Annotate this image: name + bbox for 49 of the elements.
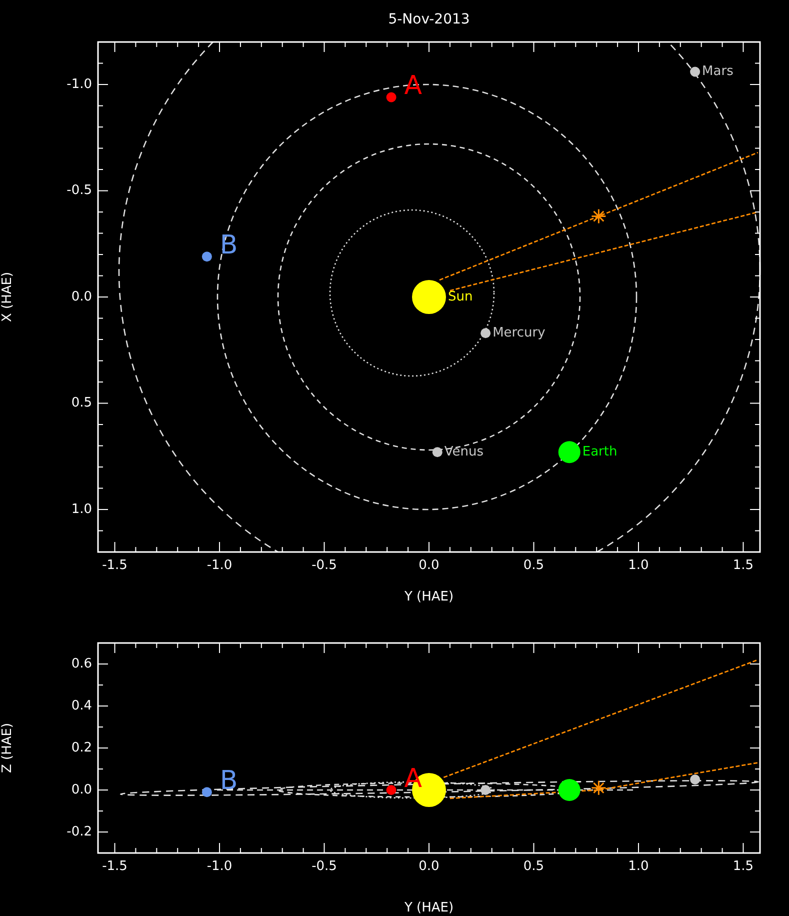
- series-label: B: [220, 230, 238, 260]
- point: [690, 774, 700, 784]
- x-tick-label: -1.0: [206, 558, 232, 574]
- series-label: Sun: [448, 289, 473, 304]
- series-label: Earth: [582, 444, 618, 460]
- point: [590, 208, 606, 224]
- y-tick-label: -0.2: [66, 824, 92, 840]
- point: [558, 441, 580, 464]
- x-tick-label: -0.5: [312, 558, 337, 574]
- chart-title: 5-Nov-2013: [388, 12, 470, 28]
- x-tick-label: 1.0: [628, 859, 649, 874]
- point: [202, 787, 212, 798]
- x-axis-title: Y (HAE): [403, 900, 454, 916]
- y-tick-label: 0.2: [71, 740, 92, 756]
- point: [690, 66, 700, 77]
- point: [386, 92, 396, 102]
- series-label: B: [220, 766, 238, 796]
- x-tick-label: 0.0: [418, 558, 440, 574]
- x-tick-label: 1.0: [628, 558, 649, 574]
- x-tick-label: -1.5: [102, 558, 128, 574]
- y-axis-title: X (HAE): [0, 272, 16, 322]
- y-tick-label: 0.0: [71, 782, 92, 798]
- series-label: Venus: [444, 444, 484, 460]
- x-tick-label: -1.0: [206, 859, 232, 874]
- series-label: Mars: [702, 64, 734, 80]
- x-tick-label: 1.5: [732, 558, 754, 574]
- y-tick-label: -0.5: [66, 183, 92, 198]
- x-tick-label: 1.5: [732, 859, 754, 874]
- y-axis-title: Z (HAE): [0, 722, 16, 774]
- point: [558, 779, 580, 801]
- point: [386, 785, 396, 795]
- x-tick-label: 0.5: [523, 859, 544, 874]
- x-tick-label: -0.5: [312, 859, 337, 874]
- point: [480, 785, 491, 795]
- y-tick-label: 0.0: [71, 289, 92, 304]
- y-tick-label: 1.0: [71, 502, 92, 517]
- point: [590, 780, 606, 796]
- point: [480, 328, 491, 338]
- y-tick-label: 0.4: [71, 698, 92, 714]
- y-tick-label: 0.5: [71, 396, 92, 411]
- y-tick-label: -1.0: [66, 76, 92, 92]
- point: [432, 447, 442, 458]
- y-tick-label: 0.6: [71, 656, 92, 672]
- x-axis-title: Y (HAE): [403, 590, 454, 605]
- x-tick-label: 0.0: [418, 859, 440, 874]
- series-label: Mercury: [492, 326, 546, 340]
- point: [202, 252, 212, 262]
- x-tick-label: 0.5: [523, 558, 544, 574]
- x-tick-label: -1.5: [102, 859, 128, 874]
